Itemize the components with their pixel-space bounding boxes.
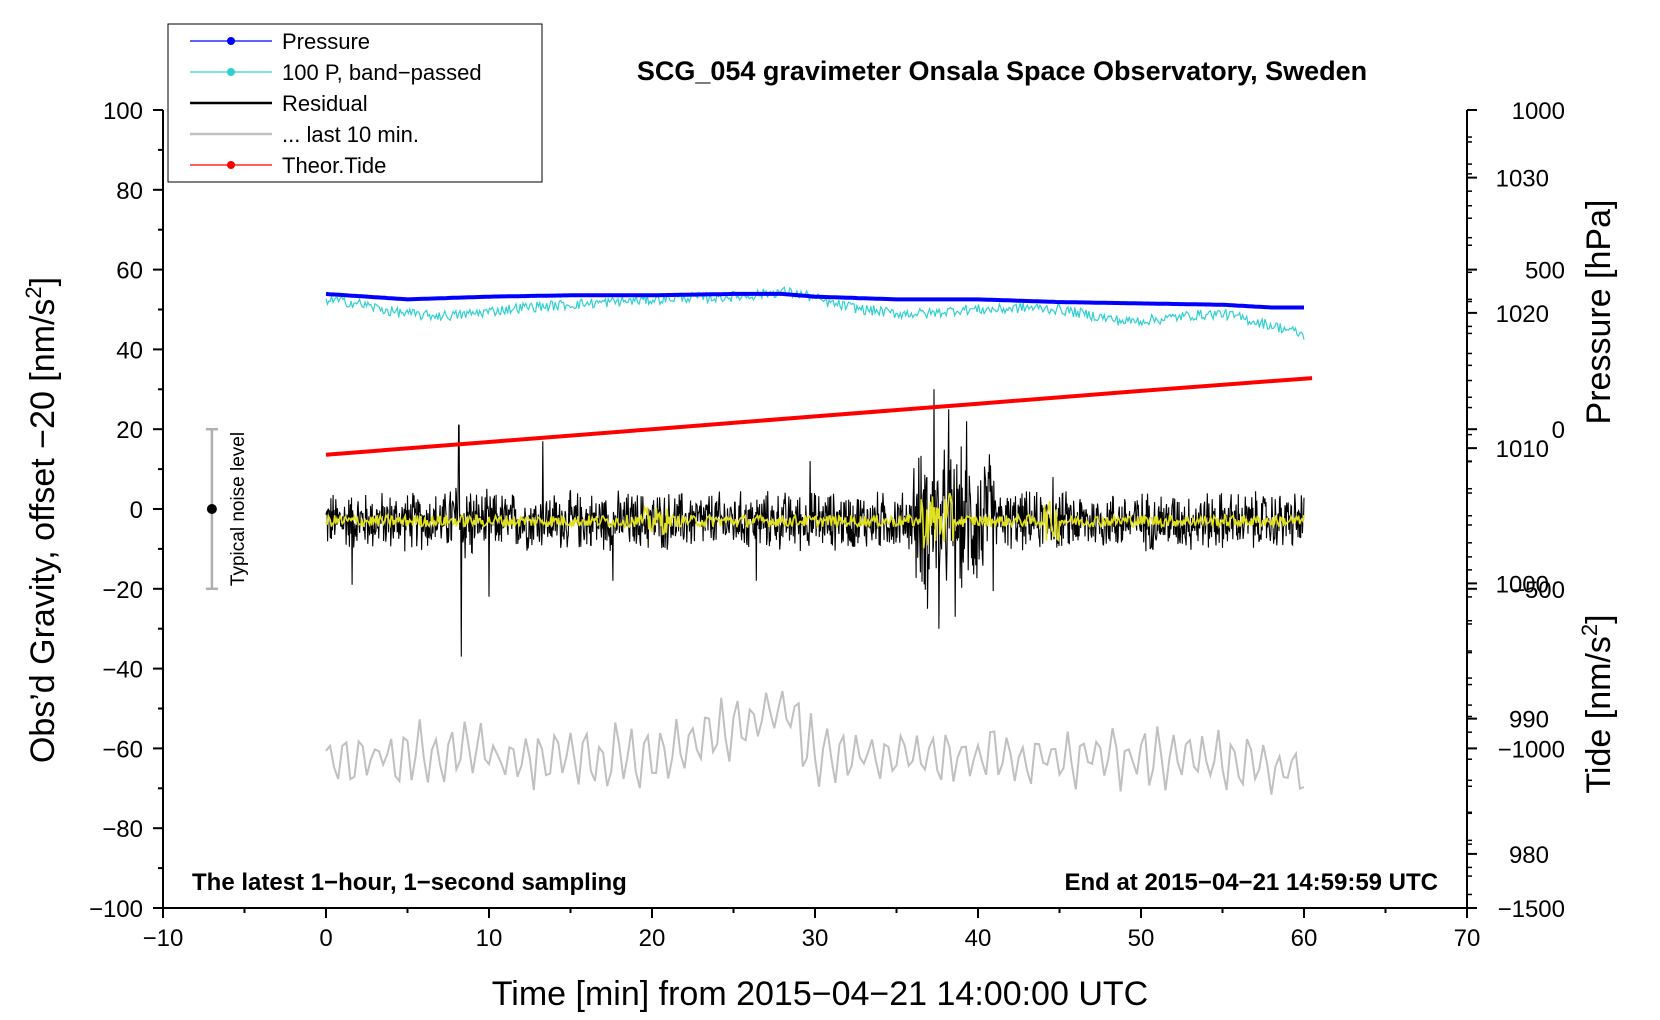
- chart-title: SCG_054 gravimeter Onsala Space Observat…: [637, 56, 1367, 86]
- series-layer: [325, 286, 1313, 795]
- pressure-tick-label: 1030: [1496, 166, 1549, 193]
- left-axis-label-sup: 2: [21, 286, 46, 298]
- y-tick-label: −80: [102, 816, 143, 843]
- tide-tick-label: −500: [1511, 577, 1565, 604]
- tide-tick-label: 500: [1525, 258, 1565, 285]
- pressure-tick-label: 1010: [1496, 436, 1549, 463]
- y-tick-label: 100: [103, 98, 143, 125]
- x-tick-label: 70: [1454, 925, 1481, 952]
- x-tick-label: 10: [476, 925, 503, 952]
- x-tick-label: 30: [802, 925, 829, 952]
- legend-label: Pressure: [282, 29, 370, 54]
- tide-axis-label-main: Tide [nm/s: [1580, 636, 1618, 793]
- legend-label: 100 P, band−passed: [282, 60, 482, 85]
- x-tick-label: 40: [965, 925, 992, 952]
- pressure-tick-label: 980: [1509, 842, 1549, 869]
- y-tick-label: 80: [116, 178, 143, 205]
- y-tick-label: 0: [130, 497, 143, 524]
- y-tick-label: −100: [89, 896, 143, 923]
- legend-label: Theor.Tide: [282, 153, 386, 178]
- pressure-axis-label: Pressure [hPa]: [1580, 200, 1618, 425]
- x-tick-label: 0: [319, 925, 332, 952]
- legend-marker: [227, 161, 235, 169]
- smoothed-residual-line: [325, 492, 1305, 549]
- x-tick-label: 50: [1128, 925, 1155, 952]
- pressure-tick-label: 1000: [1496, 571, 1549, 598]
- pressure-tick-label: 990: [1509, 707, 1549, 734]
- y-tick-label: 20: [116, 417, 143, 444]
- y-tick-label: −20: [102, 577, 143, 604]
- tide-tick-label: 1000: [1512, 98, 1565, 125]
- axes-layer: −10 0 10 20 30 40 50 60 70100806040200−20−40−60−…: [89, 98, 1565, 952]
- x-tick-label: 60: [1291, 925, 1318, 952]
- y-tick-label: −60: [102, 736, 143, 763]
- sampling-note: The latest 1−hour, 1−second sampling: [192, 869, 627, 896]
- last-10-min-line: [325, 690, 1305, 795]
- y-tick-label: 40: [116, 337, 143, 364]
- legend-marker: [227, 68, 235, 76]
- y-tick-label: 60: [116, 258, 143, 285]
- tide-axis-label-sup: 2: [1577, 624, 1602, 636]
- tide-axis-label: Tide [nm/s2]: [1577, 614, 1618, 793]
- noise-level-label: Typical noise level: [228, 432, 249, 586]
- x-axis-label: Time [min] from 2015−04−21 14:00:00 UTC: [492, 975, 1148, 1013]
- x-tick-label: −10: [143, 925, 184, 952]
- left-axis-label-end: ]: [24, 277, 62, 286]
- y-tick-label: −40: [102, 657, 143, 684]
- tide-tick-label: 0: [1552, 417, 1565, 444]
- pressure-line: [325, 291, 1304, 310]
- x-tick-label: 20: [639, 925, 666, 952]
- left-axis-label-main: Obs’d Gravity, offset −20 [nm/s: [24, 299, 62, 764]
- theoretical-tide-line: [325, 376, 1313, 457]
- pressure-tick-label: 1020: [1496, 301, 1549, 328]
- tide-tick-label: −1500: [1498, 896, 1565, 923]
- legend-marker: [227, 37, 235, 45]
- tide-tick-label: −1000: [1498, 736, 1565, 763]
- noise-bar-center-dot: [206, 504, 217, 514]
- tide-axis-label-end: ]: [1580, 614, 1618, 623]
- legend-label: ... last 10 min.: [282, 122, 419, 147]
- noise-level-indicator: Typical noise level: [205, 427, 249, 591]
- legend-label: Residual: [282, 91, 368, 116]
- legend: Pressure 100 P, band−passed Residual ... la…: [167, 23, 543, 183]
- end-time-note: End at 2015−04−21 14:59:59 UTC: [1064, 869, 1438, 896]
- left-axis-label: Obs’d Gravity, offset −20 [nm/s2]: [21, 277, 62, 763]
